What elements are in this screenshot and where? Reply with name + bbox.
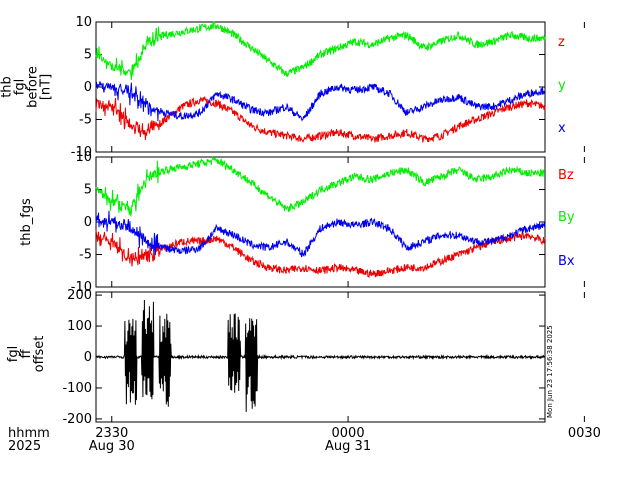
y-tick-label: 0 — [84, 80, 92, 95]
y-tick-label: 10 — [75, 150, 92, 165]
y-tick-label: 10 — [75, 15, 92, 30]
series-line-offset — [95, 299, 546, 412]
y-axis-label: thb_fgs — [19, 198, 34, 246]
legend-x: x — [558, 121, 566, 136]
x-tick-date: Aug 30 — [89, 439, 135, 454]
x-tick-label: 0000 — [332, 426, 365, 441]
series-line-z — [95, 95, 546, 143]
y-tick-label: -10 — [71, 280, 92, 295]
y-axis-label: before — [26, 66, 41, 108]
legend-z: z — [558, 35, 565, 50]
y-tick-label: 0 — [84, 215, 92, 230]
y-axis-label: fgl — [6, 346, 21, 362]
panel-top — [95, 20, 585, 153]
series-line-bx — [95, 210, 546, 258]
timestamp: Mon Jun 23 17:56:38 2025 — [546, 325, 554, 418]
y-tick-label: 5 — [84, 48, 92, 63]
x-tick-label: 0030 — [568, 426, 601, 441]
y-tick-label: -200 — [62, 412, 92, 427]
y-tick-label: 5 — [84, 183, 92, 198]
x-tick-date: Aug 31 — [325, 439, 371, 454]
y-tick-label: -10 — [71, 145, 92, 160]
time-axis-label: hhmm — [8, 426, 50, 441]
legend-y: y — [558, 78, 566, 93]
legend-by: By — [558, 210, 575, 225]
y-axis-label: fgl — [13, 79, 28, 95]
x-tick-label: 2330 — [95, 426, 128, 441]
y-axis-label: thb — [0, 76, 15, 98]
legend-bx: Bx — [558, 254, 575, 269]
y-axis-label: [nT] — [39, 74, 54, 100]
panel-middle — [95, 156, 585, 288]
time-axis-year: 2025 — [8, 439, 41, 454]
y-axis-label: ff — [19, 348, 34, 358]
y-tick-label: 200 — [67, 288, 92, 303]
legend-bz: Bz — [558, 168, 574, 183]
y-tick-label: 0 — [84, 350, 92, 365]
series-line-y — [95, 20, 546, 80]
y-tick-label: -100 — [62, 381, 92, 396]
y-tick-label: -5 — [79, 113, 92, 128]
series-line-bz — [95, 229, 546, 279]
y-tick-label: 100 — [67, 319, 92, 334]
series-line-x — [95, 81, 546, 122]
series-line-by — [95, 156, 546, 217]
y-tick-label: -5 — [79, 248, 92, 263]
panel-bottom — [95, 291, 585, 423]
y-axis-label: offset — [32, 336, 47, 373]
